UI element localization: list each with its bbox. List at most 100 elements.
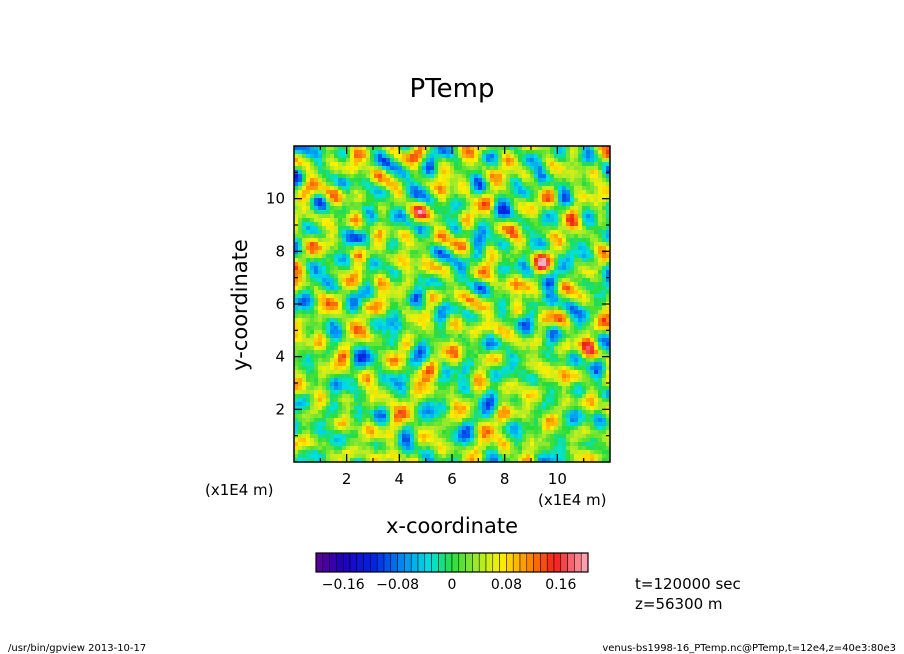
heatmap-cell <box>358 206 363 211</box>
heatmap-cell <box>342 322 347 327</box>
heatmap-cell <box>594 282 599 287</box>
heatmap-cell <box>314 330 319 335</box>
heatmap-cell <box>446 162 451 167</box>
heatmap-cell <box>358 378 363 383</box>
heatmap-cell <box>354 338 359 343</box>
heatmap-cell <box>534 230 539 235</box>
heatmap-cell <box>454 298 459 303</box>
heatmap-cell <box>566 370 571 375</box>
heatmap-cell <box>442 366 447 371</box>
heatmap-cell <box>530 354 535 359</box>
heatmap-cell <box>602 162 607 167</box>
heatmap-cell <box>498 362 503 367</box>
heatmap-cell <box>582 166 587 171</box>
heatmap-cell <box>598 254 603 259</box>
heatmap-cell <box>470 354 475 359</box>
heatmap-cell <box>354 266 359 271</box>
heatmap-cell <box>502 362 507 367</box>
heatmap-cell <box>510 166 515 171</box>
heatmap-cell <box>362 330 367 335</box>
heatmap-cell <box>538 358 543 363</box>
heatmap-cell <box>298 202 303 207</box>
heatmap-cell <box>306 222 311 227</box>
heatmap-cell <box>374 318 379 323</box>
heatmap-cell <box>326 190 331 195</box>
heatmap-cell <box>386 162 391 167</box>
heatmap-cell <box>338 362 343 367</box>
heatmap-cell <box>494 206 499 211</box>
heatmap-cell <box>410 310 415 315</box>
heatmap-cell <box>546 218 551 223</box>
heatmap-cell <box>562 202 567 207</box>
heatmap-cell <box>450 294 455 299</box>
heatmap-cell <box>594 298 599 303</box>
heatmap-cell <box>450 302 455 307</box>
heatmap-cell <box>474 310 479 315</box>
heatmap-cell <box>566 246 571 251</box>
heatmap-cell <box>558 158 563 163</box>
heatmap-cell <box>538 298 543 303</box>
heatmap-cell <box>558 270 563 275</box>
heatmap-cell <box>390 382 395 387</box>
heatmap-cell <box>426 282 431 287</box>
heatmap-cell <box>554 242 559 247</box>
heatmap-cell <box>354 210 359 215</box>
heatmap-cell <box>586 298 591 303</box>
heatmap-cell <box>370 330 375 335</box>
heatmap-cell <box>378 250 383 255</box>
heatmap-cell <box>514 382 519 387</box>
heatmap-cell <box>490 382 495 387</box>
heatmap-cell <box>342 362 347 367</box>
heatmap-cell <box>578 358 583 363</box>
heatmap-cell <box>302 234 307 239</box>
heatmap-cell <box>502 218 507 223</box>
heatmap-cell <box>386 186 391 191</box>
heatmap-cell <box>570 246 575 251</box>
heatmap-cell <box>326 178 331 183</box>
heatmap-cell <box>558 170 563 175</box>
heatmap-cell <box>466 150 471 155</box>
heatmap-cell <box>462 326 467 331</box>
heatmap-cell <box>326 286 331 291</box>
heatmap-cell <box>450 202 455 207</box>
heatmap-cell <box>550 330 555 335</box>
heatmap-cell <box>474 370 479 375</box>
heatmap-cell <box>354 158 359 163</box>
heatmap-cell <box>506 218 511 223</box>
heatmap-cell <box>382 238 387 243</box>
heatmap-cell <box>498 198 503 203</box>
heatmap-cell <box>482 366 487 371</box>
heatmap-cell <box>338 162 343 167</box>
heatmap-cell <box>410 274 415 279</box>
heatmap-cell <box>462 206 467 211</box>
heatmap-cell <box>382 246 387 251</box>
heatmap-cell <box>542 338 547 343</box>
heatmap-cell <box>470 206 475 211</box>
heatmap-cell <box>518 166 523 171</box>
heatmap-cell <box>574 354 579 359</box>
heatmap-cell <box>374 362 379 367</box>
heatmap-cell <box>398 290 403 295</box>
heatmap-cell <box>314 266 319 271</box>
heatmap-cell <box>462 290 467 295</box>
heatmap-cell <box>582 162 587 167</box>
heatmap-cell <box>462 286 467 291</box>
heatmap-cell <box>414 154 419 159</box>
heatmap-cell <box>314 326 319 331</box>
heatmap-cell <box>526 170 531 175</box>
heatmap-cell <box>450 238 455 243</box>
heatmap-cell <box>606 238 610 243</box>
heatmap-cell <box>338 170 343 175</box>
heatmap-cell <box>390 362 395 367</box>
heatmap-cell <box>538 310 543 315</box>
heatmap-cell <box>422 178 427 183</box>
heatmap-cell <box>466 178 471 183</box>
heatmap-cell <box>382 278 387 283</box>
heatmap-cell <box>450 350 455 355</box>
heatmap-cell <box>426 310 431 315</box>
heatmap-cell <box>302 274 307 279</box>
heatmap-cell <box>590 358 595 363</box>
heatmap-cell <box>502 358 507 363</box>
heatmap-cell <box>578 198 583 203</box>
heatmap-cell <box>466 278 471 283</box>
